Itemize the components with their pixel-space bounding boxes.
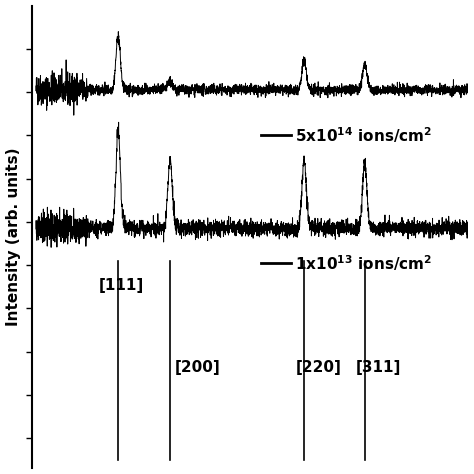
Y-axis label: Intensity (arb. units): Intensity (arb. units) [6, 148, 20, 326]
Text: $\mathbf{1x10^{13}}$ ions/cm$\mathbf{^2}$: $\mathbf{1x10^{13}}$ ions/cm$\mathbf{^2}… [295, 253, 433, 273]
Text: [220]: [220] [295, 360, 341, 375]
Text: [200]: [200] [174, 360, 220, 375]
Text: [111]: [111] [99, 278, 144, 293]
Text: [311]: [311] [356, 360, 401, 375]
Text: $\mathbf{5x10^{14}}$ ions/cm$\mathbf{^2}$: $\mathbf{5x10^{14}}$ ions/cm$\mathbf{^2}… [295, 126, 433, 145]
